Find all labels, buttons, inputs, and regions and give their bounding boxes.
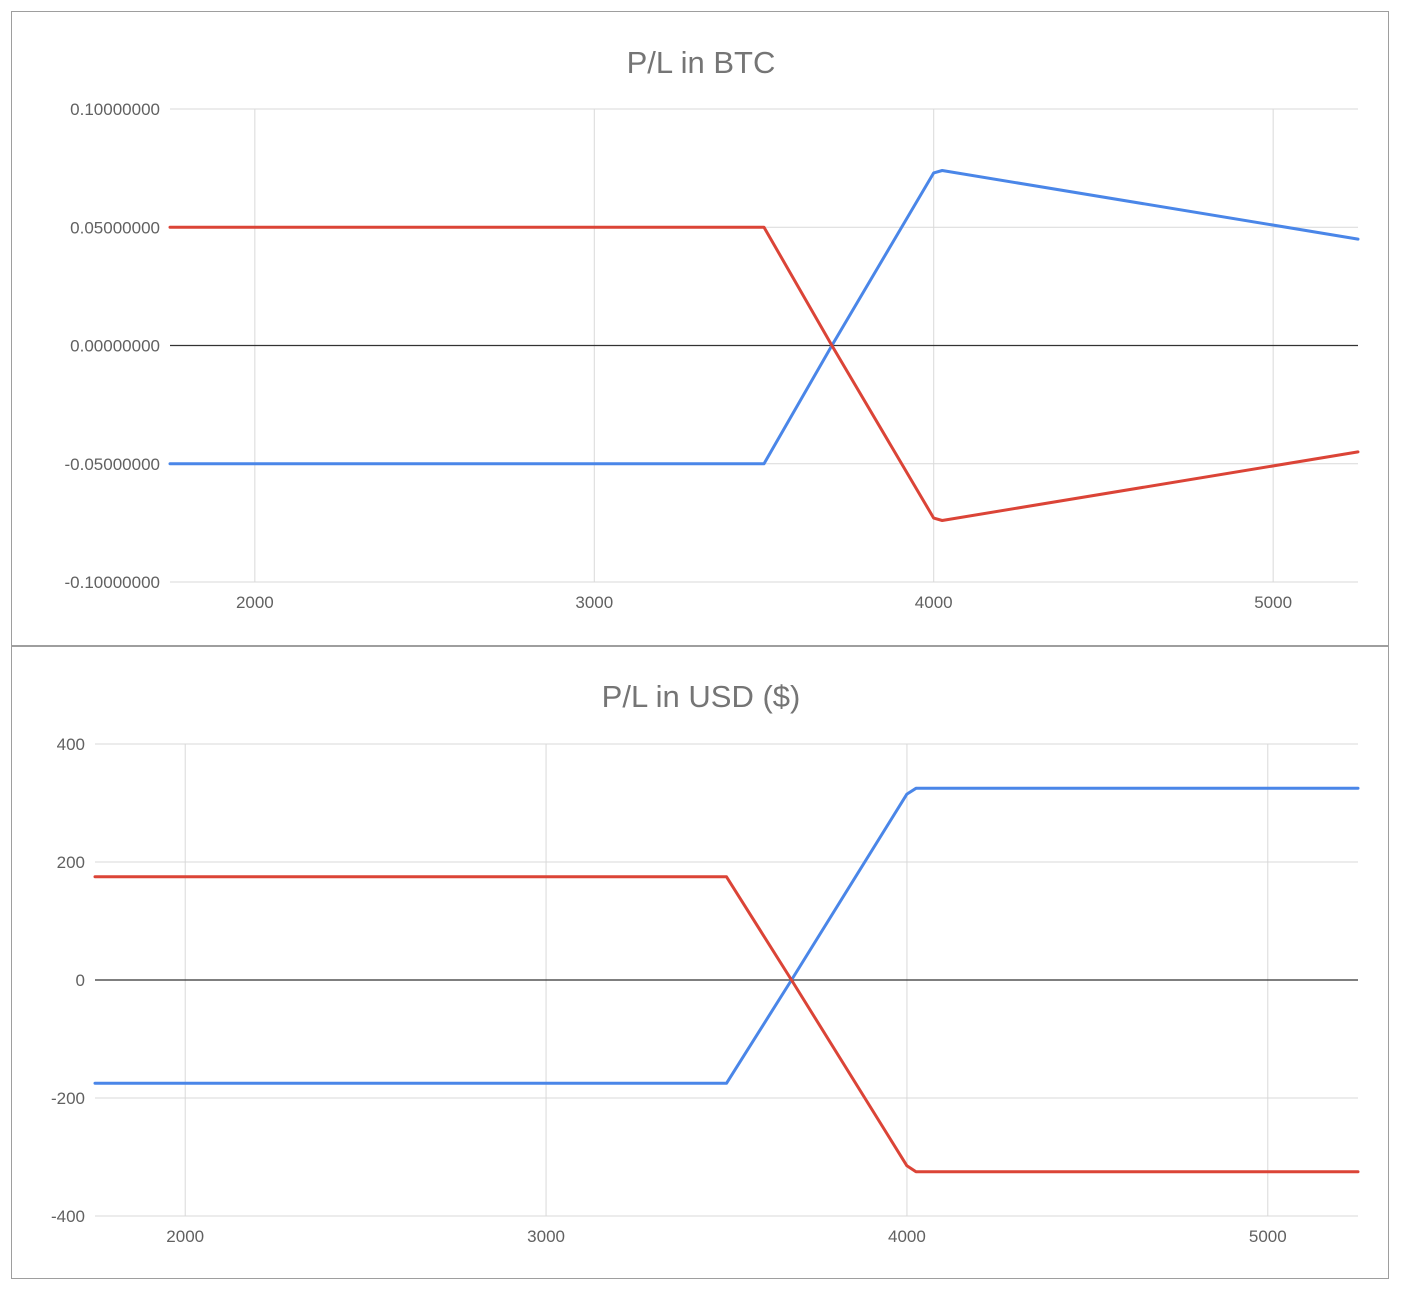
y-tick-label: 0.05000000 bbox=[70, 218, 160, 237]
x-tick-label: 2000 bbox=[236, 593, 274, 612]
y-axis-tick-labels: -0.10000000 -0.05000000 0.00000000 0.050000… bbox=[65, 100, 160, 592]
y-tick-label: 400 bbox=[57, 735, 85, 754]
x-tick-label: 5000 bbox=[1254, 593, 1292, 612]
y-tick-label: 200 bbox=[57, 853, 85, 872]
x-tick-label: 3000 bbox=[575, 593, 613, 612]
y-tick-label: -0.10000000 bbox=[65, 573, 160, 592]
y-axis-tick-labels: -400 -200 0 200 400 bbox=[51, 735, 85, 1226]
series-lines bbox=[93, 786, 1360, 1174]
y-tick-label: -400 bbox=[51, 1207, 85, 1226]
charts-divider bbox=[11, 645, 1389, 647]
y-tick-label: 0.00000000 bbox=[70, 337, 160, 356]
x-tick-label: 5000 bbox=[1249, 1227, 1287, 1246]
x-tick-label: 4000 bbox=[888, 1227, 926, 1246]
x-tick-label: 4000 bbox=[915, 593, 953, 612]
series-line-red bbox=[93, 875, 1360, 1174]
x-tick-label: 3000 bbox=[527, 1227, 565, 1246]
y-tick-label: -200 bbox=[51, 1089, 85, 1108]
y-tick-label: -0.05000000 bbox=[65, 455, 160, 474]
y-tick-label: 0 bbox=[76, 971, 85, 990]
btc-pl-chart: P/L in BTC -0.10000000 -0.05000000 0.00000… bbox=[65, 45, 1360, 612]
series-line-blue bbox=[93, 786, 1360, 1085]
x-tick-label: 2000 bbox=[166, 1227, 204, 1246]
series-lines bbox=[168, 169, 1360, 522]
series-line-blue bbox=[168, 169, 1360, 466]
chart-title: P/L in USD ($) bbox=[602, 679, 801, 714]
y-tick-label: 0.10000000 bbox=[70, 100, 160, 119]
x-axis-tick-labels: 2000 3000 4000 5000 bbox=[166, 1227, 1286, 1246]
x-axis-tick-labels: 2000 3000 4000 5000 bbox=[236, 593, 1292, 612]
chart-title: P/L in BTC bbox=[627, 45, 776, 80]
series-line-red bbox=[168, 225, 1360, 522]
